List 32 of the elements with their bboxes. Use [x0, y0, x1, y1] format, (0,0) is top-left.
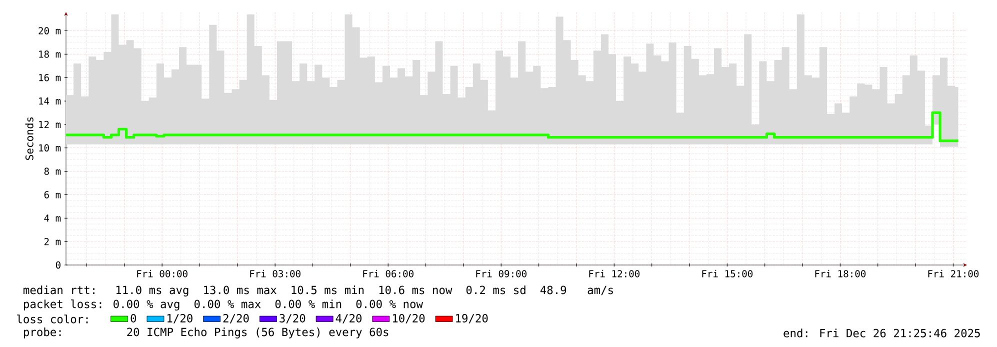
x-tick-label: Fri 12:00	[589, 270, 640, 278]
text: probe: 20 ICMP Echo Pings (56 Bytes) every 60s	[24, 328, 388, 338]
y-tick-label: 0	[56, 261, 60, 269]
legend-label: 4/20	[336, 314, 362, 324]
text: packet loss: 0.00 % avg 0.00 % max 0.00 % min 0.00 % now	[24, 300, 424, 310]
legend-label: 10/20	[392, 314, 425, 324]
y-tick-label: 8 m	[44, 168, 61, 175]
x-tick-label: Fri 18:00	[815, 270, 866, 278]
legend-title: loss color:	[17, 314, 88, 324]
text: median rtt: 11.0 ms avg 13.0 ms max 10.5 ms min 10.6 ms now 0.2 ms sd 48.9 am/s	[24, 286, 613, 296]
legend-label: 0	[130, 314, 136, 322]
x-tick-label: Fri 03:00	[250, 270, 300, 278]
text: end: Fri Dec 26 21:25:46 2025	[784, 328, 980, 338]
x-tick-label: Fri 00:00	[137, 270, 188, 278]
y-tick-label: 6 m	[44, 191, 61, 198]
legend-label: 2/20	[223, 314, 249, 324]
y-tick-label: 14 m	[39, 98, 61, 105]
legend-label: 19/20	[456, 314, 488, 324]
x-tick-label: Fri 09:00	[476, 270, 527, 278]
y-tick-label: 4 m	[44, 214, 61, 222]
legend-label: 3/20	[280, 314, 306, 324]
y-tick-label: 2 m	[44, 238, 61, 246]
y-tick-label: 18 m	[39, 50, 61, 58]
x-tick-label: Fri 06:00	[363, 270, 414, 278]
y-axis-title: Seconds	[25, 117, 34, 160]
y-tick-label: 16 m	[39, 74, 61, 82]
y-tick-label: 20 m	[38, 27, 61, 34]
legend-label: 1/20	[168, 314, 192, 324]
y-tick-label: 12 m	[39, 120, 61, 128]
x-tick-label: Fri 15:00	[702, 270, 753, 278]
x-tick-label: Fri 21:00	[928, 270, 979, 278]
y-tick-label: 10 m	[39, 144, 61, 152]
